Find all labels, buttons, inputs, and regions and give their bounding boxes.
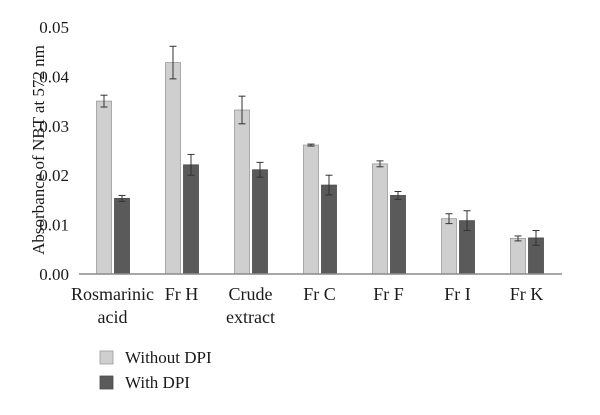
error-bar: [532, 230, 540, 246]
error-bar: [256, 161, 264, 178]
y-tick-label: 0.04: [39, 67, 69, 86]
error-bars: [100, 45, 540, 246]
y-axis: 0.00 0.01 0.02 0.03 0.04 0.05: [39, 18, 69, 284]
error-bar: [169, 45, 177, 80]
bar: [372, 163, 388, 275]
error-bar: [100, 94, 108, 108]
bar: [234, 109, 250, 275]
legend: Without DPI With DPI: [99, 348, 212, 392]
y-tick-label: 0.03: [39, 117, 69, 136]
y-tick-label: 0.01: [39, 216, 69, 235]
x-tick-label: Fr F: [373, 284, 404, 304]
x-tick-label: Fr H: [165, 284, 199, 304]
error-bar: [307, 143, 315, 147]
error-bar: [376, 160, 384, 168]
x-tick-label: Fr I: [444, 284, 471, 304]
bar: [441, 218, 457, 275]
error-bar: [118, 194, 126, 202]
error-bar: [325, 174, 333, 196]
x-tick-label: acid: [98, 307, 128, 327]
x-tick-label: Rosmarinic: [71, 284, 154, 304]
bar: [96, 100, 112, 275]
y-tick-label: 0.05: [39, 18, 69, 37]
x-tick-label: extract: [226, 307, 275, 327]
bar: [303, 144, 319, 275]
error-bar: [463, 210, 471, 232]
x-axis: Rosmarinic acid Fr H Crude extract Fr C Fr F Fr…: [71, 284, 543, 327]
bar: [510, 238, 526, 275]
legend-label: With DPI: [125, 373, 190, 392]
error-bar: [187, 153, 195, 176]
x-tick-label: Fr K: [510, 284, 544, 304]
legend-label: Without DPI: [125, 348, 212, 367]
bar: [114, 198, 130, 275]
y-axis-title: Absorbance of NBT at 572 nm: [29, 45, 48, 255]
bar: [165, 62, 181, 275]
bar: [183, 164, 199, 275]
bars: [96, 62, 544, 275]
bar: [390, 195, 406, 275]
x-tick-label: Fr C: [303, 284, 336, 304]
legend-swatch: [99, 375, 114, 390]
legend-swatch: [99, 350, 114, 365]
y-tick-label: 0.02: [39, 166, 69, 185]
error-bar: [238, 95, 246, 125]
y-tick-label: 0.00: [39, 265, 69, 284]
bar: [321, 184, 337, 275]
bar: [252, 169, 268, 275]
error-bar: [445, 213, 453, 225]
error-bar: [394, 191, 402, 200]
x-tick-label: Crude: [229, 284, 273, 304]
error-bar: [514, 235, 522, 242]
